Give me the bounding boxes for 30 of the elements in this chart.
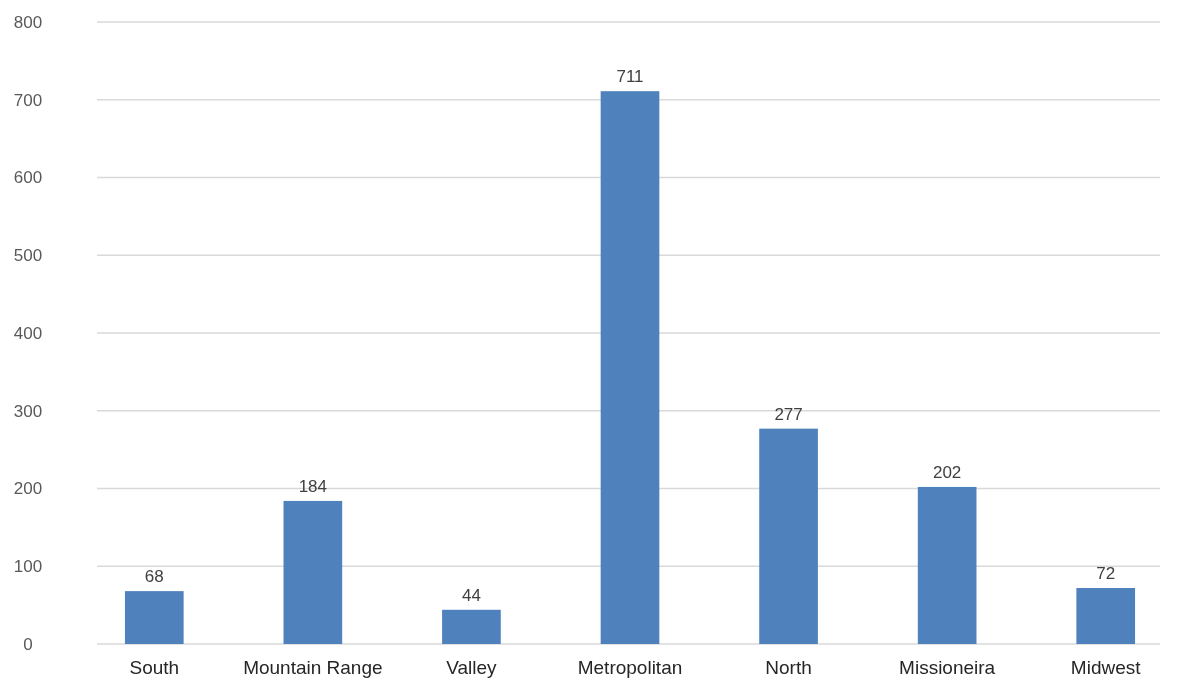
y-tick-label: 300 bbox=[13, 401, 43, 421]
x-tick-label: Valley bbox=[446, 657, 498, 678]
bar bbox=[917, 486, 977, 644]
x-tick-label: Missioneira bbox=[899, 657, 996, 678]
y-tick-label: 200 bbox=[13, 479, 43, 499]
y-tick-label: 500 bbox=[13, 246, 43, 266]
data-label: 277 bbox=[774, 404, 803, 424]
data-label: 711 bbox=[616, 67, 644, 87]
bar bbox=[600, 91, 660, 644]
x-tick-label: North bbox=[765, 657, 812, 678]
x-tick-label: Midwest bbox=[1070, 657, 1142, 678]
bar bbox=[759, 428, 818, 644]
bar bbox=[283, 500, 343, 644]
y-tick-label: 800 bbox=[13, 12, 43, 32]
y-tick-label: 600 bbox=[13, 168, 43, 188]
x-tick-label: South bbox=[129, 657, 180, 678]
data-label: 68 bbox=[144, 567, 164, 587]
y-tick-label: 0 bbox=[23, 634, 33, 654]
data-label: 184 bbox=[298, 476, 328, 496]
y-tick-label: 400 bbox=[13, 323, 43, 343]
x-tick-label: Mountain Range bbox=[243, 657, 383, 678]
data-label: 202 bbox=[932, 462, 962, 482]
data-label: 44 bbox=[461, 585, 481, 605]
y-tick-label: 700 bbox=[13, 90, 43, 110]
data-label: 72 bbox=[1096, 564, 1116, 584]
bar bbox=[1076, 588, 1136, 644]
x-tick-label: Metropolitan bbox=[577, 657, 683, 678]
bar bbox=[124, 591, 184, 644]
bar bbox=[442, 609, 501, 644]
y-tick-label: 100 bbox=[13, 557, 43, 577]
